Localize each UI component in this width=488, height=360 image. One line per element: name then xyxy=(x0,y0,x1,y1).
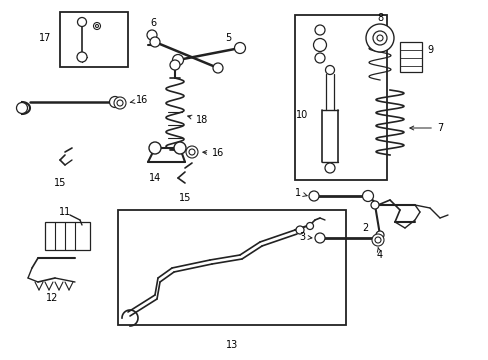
Circle shape xyxy=(365,24,393,52)
Text: 6: 6 xyxy=(150,18,156,28)
Circle shape xyxy=(306,222,313,230)
Circle shape xyxy=(147,30,157,40)
Circle shape xyxy=(308,191,318,201)
Circle shape xyxy=(213,63,223,73)
Text: 1: 1 xyxy=(294,188,306,198)
Circle shape xyxy=(314,25,325,35)
Circle shape xyxy=(325,163,334,173)
Text: 9: 9 xyxy=(426,45,432,55)
Circle shape xyxy=(172,54,183,66)
Circle shape xyxy=(77,18,86,27)
Text: 11: 11 xyxy=(59,207,71,217)
Text: 15: 15 xyxy=(54,178,66,188)
Text: 16: 16 xyxy=(203,148,224,158)
Circle shape xyxy=(93,22,101,30)
Text: 5: 5 xyxy=(224,33,231,43)
Text: 4: 4 xyxy=(376,247,382,260)
Text: 12: 12 xyxy=(46,293,58,303)
Circle shape xyxy=(313,39,326,51)
Circle shape xyxy=(372,31,386,45)
Circle shape xyxy=(150,37,160,47)
Circle shape xyxy=(77,52,87,62)
Bar xyxy=(118,210,346,325)
Text: 15: 15 xyxy=(179,193,191,203)
Circle shape xyxy=(295,226,304,234)
Bar xyxy=(60,12,128,67)
Circle shape xyxy=(95,24,98,27)
Circle shape xyxy=(374,237,380,243)
Text: 18: 18 xyxy=(187,115,208,125)
Circle shape xyxy=(325,66,334,75)
Circle shape xyxy=(185,146,198,158)
Circle shape xyxy=(174,142,185,154)
Circle shape xyxy=(149,142,161,154)
Bar xyxy=(45,222,90,250)
Text: 2: 2 xyxy=(361,223,367,233)
Text: 17: 17 xyxy=(39,33,51,43)
Circle shape xyxy=(371,234,383,246)
Circle shape xyxy=(117,100,123,106)
Text: 13: 13 xyxy=(225,340,238,350)
Circle shape xyxy=(362,190,373,202)
Text: 7: 7 xyxy=(409,123,442,133)
Circle shape xyxy=(109,96,120,108)
Circle shape xyxy=(170,60,180,70)
Circle shape xyxy=(370,201,378,209)
Bar xyxy=(399,42,421,72)
Circle shape xyxy=(314,233,325,243)
Circle shape xyxy=(114,97,126,109)
Circle shape xyxy=(375,231,383,239)
Circle shape xyxy=(17,103,27,113)
Text: 3: 3 xyxy=(298,232,311,242)
Circle shape xyxy=(189,149,195,155)
Circle shape xyxy=(376,35,382,41)
Circle shape xyxy=(314,53,325,63)
Circle shape xyxy=(234,42,245,54)
Bar xyxy=(294,15,386,180)
Text: 16: 16 xyxy=(130,95,148,105)
Text: 10: 10 xyxy=(295,110,307,120)
Text: 14: 14 xyxy=(148,173,161,183)
Text: 8: 8 xyxy=(376,13,382,23)
